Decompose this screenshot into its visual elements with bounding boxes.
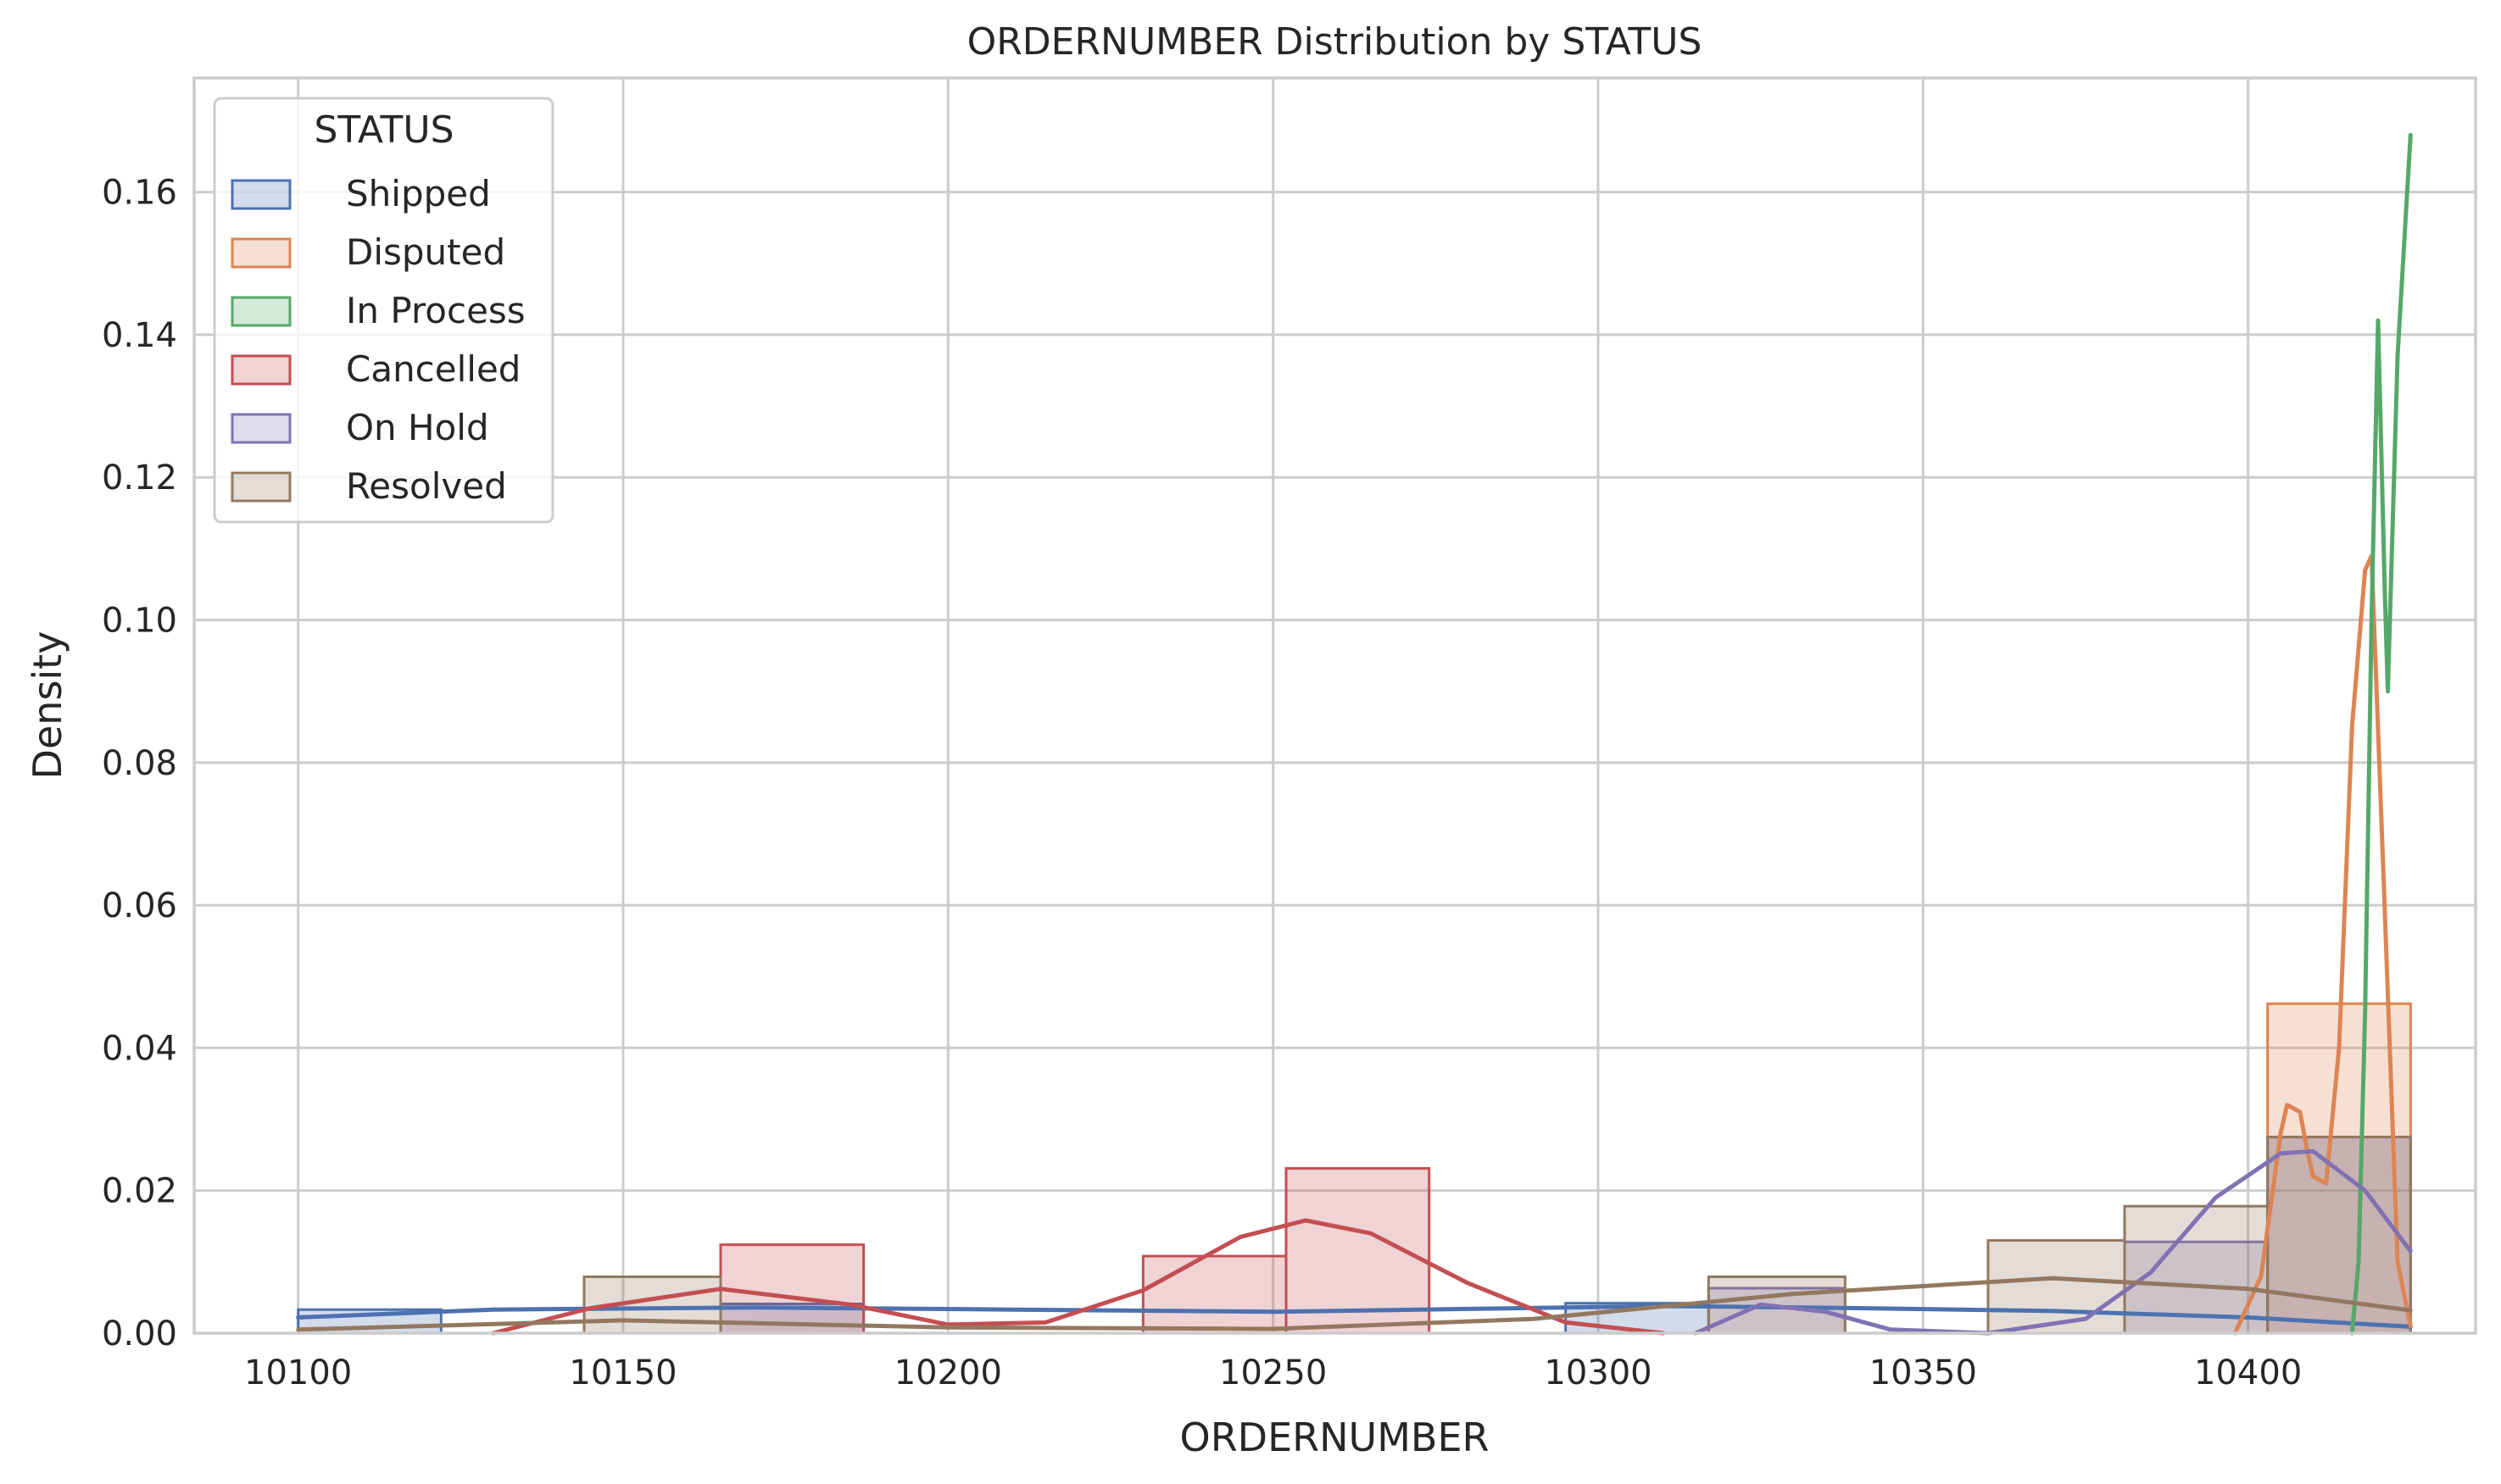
histogram-bar-resolved (2266, 1136, 2412, 1335)
tick-labels: 10100 10150 10200 10250 10300 10350 10400 0.00 0… (102, 174, 2302, 1392)
kde-line-shipped (296, 1303, 2413, 1329)
y-tick-label: 0.04 (102, 1029, 177, 1068)
kde-line-cancelled (491, 1218, 1666, 1336)
y-tick-label: 0.16 (102, 174, 177, 213)
histogram-bar-cancelled (719, 1243, 866, 1335)
legend-label: In Process (346, 290, 526, 331)
kde-line-disputed (2232, 553, 2413, 1336)
histogram-bar-resolved (1986, 1239, 2126, 1335)
x-tick-label: 10150 (569, 1353, 677, 1392)
histogram-bar-cancelled (1141, 1254, 1288, 1335)
legend-swatch (231, 179, 292, 210)
y-tick-label: 0.14 (102, 316, 177, 355)
legend-label: Cancelled (346, 348, 521, 390)
kde-curves (296, 132, 2413, 1336)
legend-swatch (231, 413, 292, 444)
x-tick-label: 10250 (1219, 1353, 1327, 1392)
legend-title: STATUS (314, 108, 454, 152)
legend-swatch (231, 354, 292, 386)
legend-swatch (231, 296, 292, 327)
y-axis-label: Density (25, 631, 70, 780)
legend-frame (213, 97, 554, 524)
y-tick-label: 0.12 (102, 459, 177, 497)
x-tick-label: 10400 (2194, 1353, 2302, 1392)
legend-label: Shipped (346, 173, 491, 214)
y-tick-label: 0.06 (102, 887, 177, 925)
x-tick-label: 10200 (894, 1353, 1002, 1392)
plot-frame (192, 76, 2477, 1335)
y-tick-label: 0.10 (102, 602, 177, 641)
legend-items: Shipped Disputed In Process Cancelled On Hol… (231, 173, 526, 507)
kde-line-resolved (296, 1276, 2413, 1332)
y-tick-label: 0.00 (102, 1314, 177, 1353)
x-tick-label: 10350 (1869, 1353, 1977, 1392)
legend: STATUS Shipped Disputed In Process Cancelle… (213, 97, 554, 524)
legend-swatch (231, 237, 292, 269)
x-axis-label: ORDERNUMBER (1180, 1415, 1490, 1460)
x-tick-label: 10300 (1544, 1353, 1652, 1392)
chart-title: ORDERNUMBER Distribution by STATUS (967, 20, 1702, 64)
y-tick-label: 0.02 (102, 1172, 177, 1211)
y-tick-label: 0.08 (102, 744, 177, 783)
x-tick-label: 10100 (244, 1353, 352, 1392)
legend-label: Resolved (346, 465, 507, 507)
legend-label: On Hold (346, 407, 489, 448)
legend-swatch (231, 471, 292, 503)
legend-label: Disputed (346, 231, 505, 273)
kde-line-in-process (2349, 132, 2413, 1336)
grid-lines (194, 78, 2476, 1335)
histogram-bars (297, 1002, 2412, 1335)
kde-line-on-hold (1693, 1148, 2413, 1336)
